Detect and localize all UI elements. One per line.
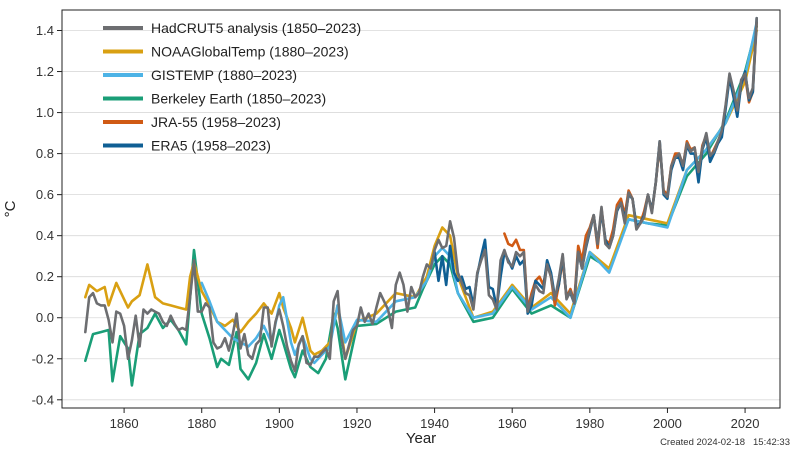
y-tick-label: -0.2 bbox=[32, 351, 54, 366]
y-axis-ticks: -0.4 -0.2 0.0 0.2 0.4 0.6 0.8 1.0 1.2 1.4 bbox=[32, 23, 62, 407]
y-tick-label: -0.4 bbox=[32, 392, 54, 407]
plot-frame bbox=[61, 9, 781, 409]
y-axis-title: °C bbox=[2, 200, 19, 217]
x-tick-label: 1900 bbox=[265, 416, 294, 431]
x-tick-label: 2000 bbox=[653, 416, 682, 431]
y-tick-label: 1.2 bbox=[36, 64, 54, 79]
legend-label: NOAAGlobalTemp (1880–2023) bbox=[151, 44, 349, 60]
legend-label: Berkeley Earth (1850–2023) bbox=[151, 91, 326, 107]
legend: HadCRUT5 analysis (1850–2023) NOAAGlobalT… bbox=[103, 20, 361, 154]
grid-lines bbox=[62, 30, 780, 401]
y-tick-label: 1.4 bbox=[36, 23, 54, 38]
y-tick-label: 0.0 bbox=[36, 310, 54, 325]
series-line-1 bbox=[84, 29, 759, 361]
legend-label: HadCRUT5 analysis (1850–2023) bbox=[151, 20, 361, 36]
y-tick-label: 1.0 bbox=[36, 105, 54, 120]
x-tick-label: 1860 bbox=[110, 416, 139, 431]
x-axis-title: Year bbox=[406, 430, 436, 447]
legend-label: JRA-55 (1958–2023) bbox=[151, 114, 281, 130]
y-tick-label: 0.4 bbox=[36, 228, 54, 243]
x-tick-label: 1880 bbox=[187, 416, 216, 431]
x-tick-label: 1920 bbox=[343, 416, 372, 431]
legend-label: GISTEMP (1880–2023) bbox=[151, 67, 297, 83]
x-tick-label: 2020 bbox=[731, 416, 760, 431]
x-tick-label: 1940 bbox=[420, 416, 449, 431]
y-tick-label: 0.2 bbox=[36, 269, 54, 284]
series-lines bbox=[84, 16, 759, 387]
series-line-3 bbox=[503, 20, 759, 311]
series-line-4 bbox=[433, 16, 759, 315]
legend-label: ERA5 (1958–2023) bbox=[151, 138, 271, 154]
x-tick-label: 1980 bbox=[575, 416, 604, 431]
y-tick-label: 0.8 bbox=[36, 146, 54, 161]
series-line-5 bbox=[84, 16, 759, 373]
x-tick-label: 1960 bbox=[498, 416, 527, 431]
y-tick-label: 0.6 bbox=[36, 187, 54, 202]
x-axis-ticks: 1860 1880 1900 1920 1940 1960 1980 2000 2020 bbox=[110, 408, 760, 431]
created-timestamp: Created 2024-02-18 15:42:33 bbox=[660, 437, 790, 448]
series-line-0 bbox=[84, 25, 759, 387]
